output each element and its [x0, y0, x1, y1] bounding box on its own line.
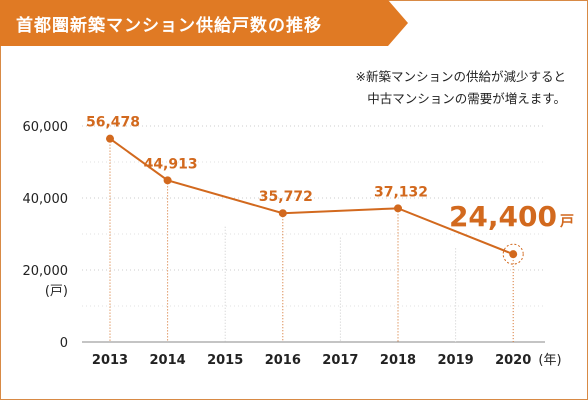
- x-tick-label-2016: 2016: [265, 353, 301, 368]
- chart-title: 首都圏新築マンション供給戸数の推移: [16, 16, 322, 36]
- x-tick-label-2017: 2017: [322, 353, 358, 368]
- x-tick-label-2014: 2014: [150, 353, 186, 368]
- data-label-2014: 44,913: [144, 156, 198, 172]
- banner-shape: [0, 0, 408, 46]
- data-label-2013: 56,478: [86, 115, 140, 131]
- x-tick-label-2020: 2020: [495, 353, 531, 368]
- x-tick-label-2013: 2013: [92, 353, 128, 368]
- highlight-value: 24,400: [449, 200, 557, 233]
- y-tick-label-0: 0: [60, 336, 68, 351]
- highlight-unit: 戸: [560, 214, 574, 230]
- x-tick-label-2018: 2018: [380, 353, 416, 368]
- data-point-2018: [394, 204, 402, 213]
- chart-note: ※新築マンションの供給が減少すると 中古マンションの需要が増えます。: [356, 66, 566, 110]
- title-banner: 首都圏新築マンション供給戸数の推移: [0, 0, 408, 46]
- data-point-2013: [106, 134, 114, 143]
- x-unit-label: (年): [538, 353, 561, 368]
- x-tick-label-2015: 2015: [207, 353, 243, 368]
- data-point-2016: [278, 209, 287, 218]
- highlight-ring: [502, 243, 524, 265]
- y-tick-label-1: 20,000: [23, 264, 69, 279]
- data-label-2016: 35,772: [259, 189, 313, 205]
- data-point-2014: [163, 176, 172, 185]
- y-unit-label: (戸): [45, 284, 68, 299]
- x-tick-label-2019: 2019: [438, 353, 474, 368]
- y-tick-label-3: 60,000: [23, 120, 69, 135]
- y-tick-label-2: 40,000: [23, 192, 69, 207]
- note-line-1: ※新築マンションの供給が減少すると: [355, 69, 566, 84]
- data-point-2020: [509, 250, 518, 259]
- data-label-2018: 37,132: [374, 184, 428, 200]
- note-line-2: 中古マンションの需要が増えます。: [367, 91, 566, 106]
